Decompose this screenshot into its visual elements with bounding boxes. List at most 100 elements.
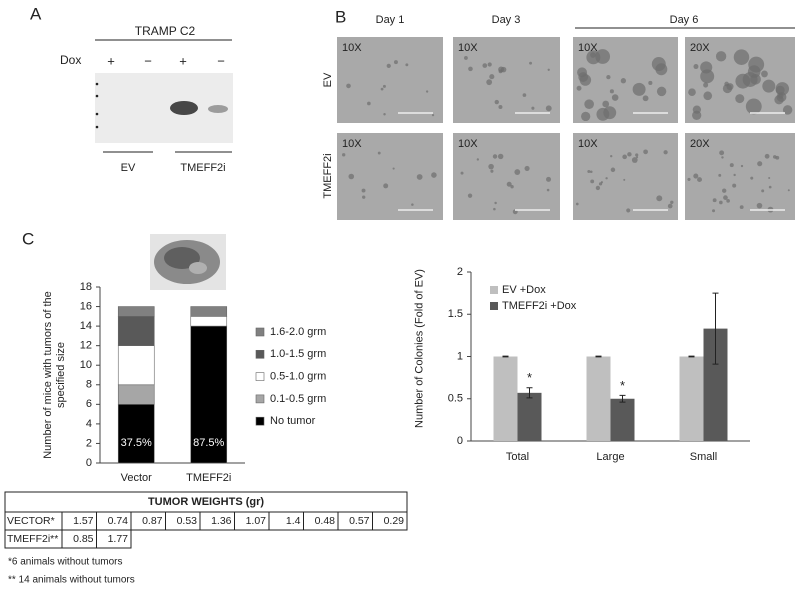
cell xyxy=(383,113,386,116)
legend-swatch xyxy=(490,286,498,294)
cell xyxy=(605,177,608,180)
cell xyxy=(595,185,601,191)
cell xyxy=(392,167,395,170)
table-cell-text: 0.57 xyxy=(349,515,370,527)
cell xyxy=(667,203,673,209)
footnote: *6 animals without tumors xyxy=(8,557,123,568)
table-title: TUMOR WEIGHTS (gr) xyxy=(148,496,264,508)
bar-annotation: 87.5% xyxy=(193,437,224,449)
legend-label: 1.0-1.5 grm xyxy=(270,348,326,360)
table: TUMOR WEIGHTS (gr) VECTOR* 1.57 0.74 0.87 0.5… xyxy=(4,491,408,586)
cell xyxy=(493,207,496,211)
cell xyxy=(377,151,381,155)
error-bar xyxy=(595,355,602,358)
cell xyxy=(774,95,784,105)
cell xyxy=(656,86,667,97)
y-tick-label: 18 xyxy=(80,281,92,293)
dox-mark: − xyxy=(144,53,152,68)
bar-segment xyxy=(117,306,155,317)
tumor-photo xyxy=(150,234,226,290)
y-tick-label: 2 xyxy=(86,437,92,449)
table-cell xyxy=(96,529,132,549)
bar-segment xyxy=(190,306,228,317)
y-axis-label: Number of mice with tumors of the specif… xyxy=(42,291,67,459)
cell xyxy=(490,169,494,173)
cell xyxy=(742,72,758,87)
cell xyxy=(688,88,696,97)
bar-segment xyxy=(117,345,155,386)
cell xyxy=(656,195,663,202)
bar-annotation: 37.5% xyxy=(121,437,152,449)
cell xyxy=(524,165,530,171)
magnification: 10X xyxy=(342,138,362,150)
cell xyxy=(756,202,763,209)
cell xyxy=(775,85,785,95)
dox-label: Dox xyxy=(60,53,81,67)
cell xyxy=(380,87,384,91)
dox-mark: − xyxy=(217,53,225,68)
cell xyxy=(735,94,745,104)
cell xyxy=(748,56,765,73)
cell xyxy=(467,193,473,198)
y-axis-label: Number of Colonies (Fold of EV) xyxy=(413,269,426,428)
table-cell-text: 0.85 xyxy=(73,533,94,545)
y-tick-label: 0.5 xyxy=(448,393,463,405)
cell xyxy=(732,183,737,188)
table-cell xyxy=(372,511,408,531)
legend-label: No tumor xyxy=(270,415,316,427)
cell xyxy=(581,111,591,122)
x-tick-label: Total xyxy=(506,451,529,463)
table-cell-text: 1.36 xyxy=(211,515,232,527)
cell xyxy=(643,149,648,155)
cell xyxy=(576,85,582,91)
cell xyxy=(545,105,552,112)
cell xyxy=(482,63,488,68)
cell xyxy=(529,61,533,65)
error-bar xyxy=(526,387,533,399)
cell xyxy=(733,49,750,65)
legend-swatch xyxy=(255,394,265,404)
cell xyxy=(546,188,550,192)
bar xyxy=(586,356,611,441)
footnote: ** 14 animals without tumors xyxy=(8,575,135,586)
group-label: TMEFF2i xyxy=(180,162,225,174)
cell xyxy=(498,104,503,109)
cell xyxy=(411,203,414,206)
magnification: 10X xyxy=(458,138,478,150)
cell xyxy=(623,178,626,181)
cell xyxy=(764,153,770,159)
legend-swatch xyxy=(255,327,265,337)
cell xyxy=(587,170,591,174)
cell xyxy=(416,174,423,180)
cell xyxy=(383,183,389,189)
significance-mark: * xyxy=(527,370,532,385)
table-cell-text: 1.4 xyxy=(286,515,301,527)
column-label: Day 3 xyxy=(492,14,521,26)
cell xyxy=(468,66,473,72)
cell xyxy=(494,99,499,105)
cell xyxy=(772,155,777,159)
table-cell-text: 1.07 xyxy=(246,515,267,527)
bar-chart: 0 0.5 1 1.5 2 Total * Large * Small EV +Dox TMEFF2i… xyxy=(448,266,750,463)
cell xyxy=(506,181,512,187)
blot-title: TRAMP C2 xyxy=(135,24,196,38)
cell xyxy=(697,177,702,183)
cell xyxy=(367,101,371,106)
y-tick-label: 1.5 xyxy=(448,308,463,320)
cell xyxy=(636,156,639,159)
micrograph xyxy=(685,133,795,220)
cell xyxy=(632,82,646,96)
cell xyxy=(489,74,495,80)
table-cell-text: VECTOR* xyxy=(7,515,55,527)
cell xyxy=(627,152,632,157)
y-tick-label: 6 xyxy=(86,398,92,410)
cell xyxy=(762,79,776,93)
cell xyxy=(492,154,498,159)
cell xyxy=(761,189,765,193)
table-cell-text: TMEFF2i** xyxy=(7,533,58,545)
cell xyxy=(431,172,437,178)
dox-mark: + xyxy=(179,53,187,68)
cell xyxy=(425,90,429,93)
cell xyxy=(712,198,717,203)
cell xyxy=(514,169,521,175)
